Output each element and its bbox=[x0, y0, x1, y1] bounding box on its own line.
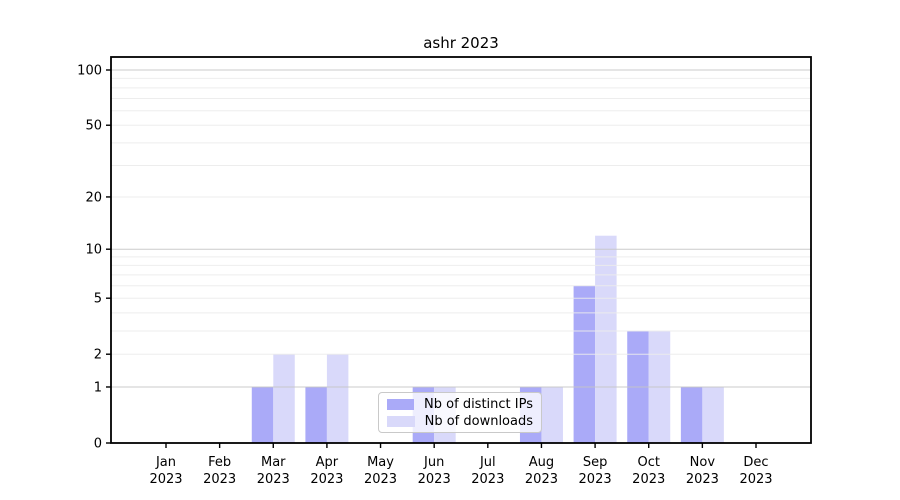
x-tick-label-year: 2023 bbox=[418, 472, 451, 487]
chart-title: ashr 2023 bbox=[423, 34, 499, 52]
y-tick-label: 2 bbox=[94, 348, 102, 363]
x-tick-label-month: Apr bbox=[316, 455, 339, 470]
y-tick-label: 1 bbox=[94, 380, 102, 395]
legend-label-downloads: Nb of downloads bbox=[424, 413, 533, 429]
y-tick-label: 5 bbox=[94, 292, 102, 307]
x-tick-label-year: 2023 bbox=[739, 472, 772, 487]
x-tick-label-month: Sep bbox=[583, 455, 608, 470]
x-tick-label-month: Jul bbox=[479, 455, 496, 470]
x-tick-label-month: Jan bbox=[155, 455, 176, 470]
x-tick-label-year: 2023 bbox=[686, 472, 719, 487]
bar-downloads-apr bbox=[326, 354, 349, 443]
bar-ips-sep bbox=[573, 285, 596, 443]
legend-entry-downloads: Nb of downloads bbox=[387, 415, 533, 428]
bar-ips-mar bbox=[251, 386, 274, 443]
axes-frame bbox=[110, 56, 812, 444]
x-tick-label-year: 2023 bbox=[579, 472, 612, 487]
bar-downloads-nov bbox=[702, 386, 724, 443]
y-tick-label: 0 bbox=[94, 437, 102, 452]
x-tick-label-year: 2023 bbox=[257, 472, 290, 487]
x-tick-label-month: Jun bbox=[423, 455, 444, 470]
x-tick-label-month: Dec bbox=[743, 455, 768, 470]
legend-entry-distinct-ips: Nb of distinct IPs bbox=[387, 398, 533, 411]
x-tick-label-month: Feb bbox=[208, 455, 231, 470]
x-tick-label-month: Aug bbox=[529, 455, 554, 470]
legend-label-distinct-ips: Nb of distinct IPs bbox=[424, 396, 533, 412]
x-tick-label-year: 2023 bbox=[364, 472, 397, 487]
x-tick-label-year: 2023 bbox=[471, 472, 504, 487]
legend-swatch-distinct-ips bbox=[387, 398, 415, 410]
x-tick-label-year: 2023 bbox=[310, 472, 343, 487]
y-tick-label: 100 bbox=[77, 64, 102, 79]
x-tick-label-year: 2023 bbox=[149, 472, 182, 487]
bar-downloads-sep bbox=[595, 235, 617, 443]
bar-ips-apr bbox=[305, 386, 327, 443]
y-tick-label: 20 bbox=[85, 190, 102, 205]
x-tick-label-year: 2023 bbox=[203, 472, 236, 487]
bar-downloads-mar bbox=[273, 354, 295, 443]
x-tick-label-month: Mar bbox=[261, 455, 286, 470]
legend-swatch-downloads bbox=[387, 415, 415, 427]
x-tick-label-year: 2023 bbox=[632, 472, 665, 487]
x-tick-label-month: Oct bbox=[637, 455, 659, 470]
x-tick-label-year: 2023 bbox=[525, 472, 558, 487]
bar-downloads-aug bbox=[541, 386, 563, 443]
bar-ips-nov bbox=[680, 386, 703, 443]
legend: Nb of distinct IPs Nb of downloads bbox=[378, 392, 542, 433]
x-tick-label-month: May bbox=[367, 455, 394, 470]
x-tick-label-month: Nov bbox=[690, 455, 716, 470]
y-tick-label: 10 bbox=[85, 243, 102, 258]
y-tick-label: 50 bbox=[85, 119, 102, 134]
